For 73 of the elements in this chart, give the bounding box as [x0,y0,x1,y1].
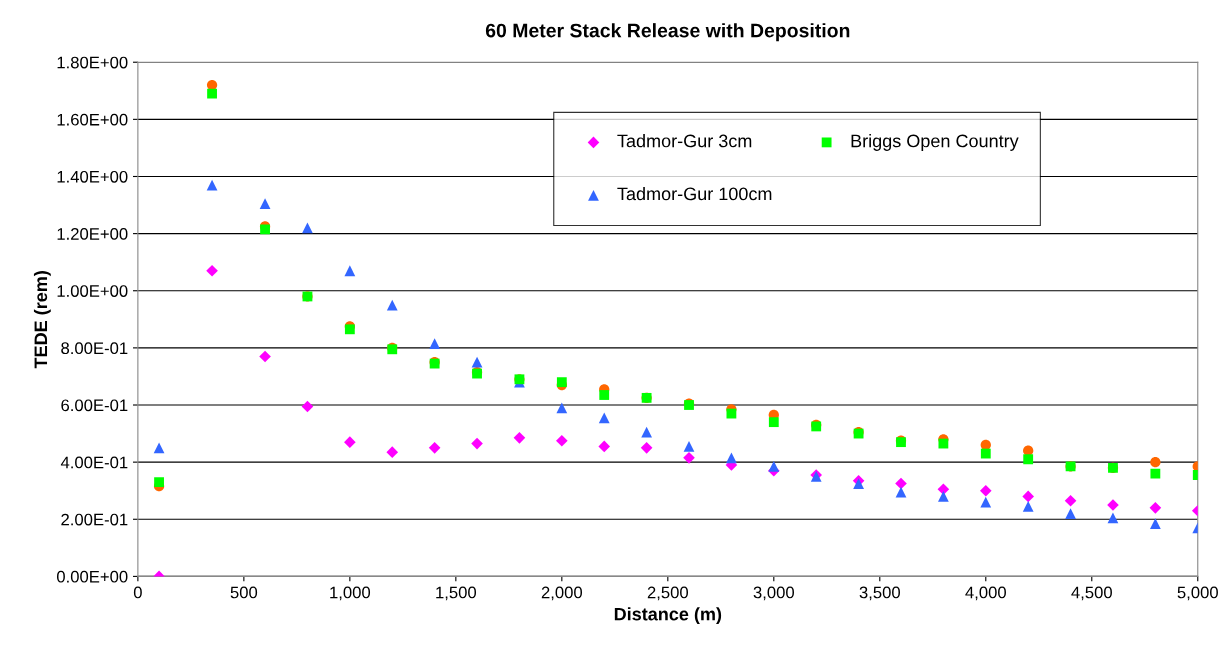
point [207,88,217,99]
x-tick-label: 1,000 [330,586,371,601]
legend-label: Tadmor-Gur 100cm [617,187,772,201]
point [1150,468,1161,479]
point [895,477,907,490]
point [206,264,218,277]
point [768,417,779,428]
point [344,265,356,277]
x-axis-title: Distance (m) [614,607,722,625]
point [938,491,949,502]
point [428,442,441,454]
point [1149,518,1161,529]
point [726,452,737,464]
point [302,222,313,234]
point [386,446,399,458]
y-axis-title: TEDE (rem) [33,271,51,369]
x-tick-label: 3,000 [753,586,795,601]
point [386,299,398,311]
point [1022,501,1034,512]
point [1065,508,1076,519]
point [154,477,164,488]
point [1064,494,1077,507]
point [259,198,271,209]
x-tick-label: 5,000 [1177,586,1218,601]
point [1150,456,1161,468]
x-tick-label: 4,000 [965,586,1006,601]
y-tick-label: 1.80E+00 [57,56,128,69]
y-tick-label: 2.00E-01 [61,513,128,526]
point [1022,490,1034,503]
point [598,440,611,453]
point [471,356,483,368]
point [683,441,695,452]
chart-title: 60 Meter Stack Release with Deposition [485,23,850,42]
point [556,402,568,414]
point [895,486,907,498]
point [599,390,610,400]
x-tick-label: 500 [230,586,258,599]
y-tick-label: 1.00E+00 [57,285,128,297]
x-tick-label: 2,500 [647,586,689,601]
point [429,338,441,349]
y-tick-label: 0.00E+00 [56,570,128,583]
legend-label: Tadmor-Gur 3cm [617,134,752,148]
point [301,400,314,413]
point [598,412,610,424]
x-tick-label: 1,500 [436,586,477,601]
point [640,442,653,454]
point [980,448,991,459]
point [641,426,652,438]
point [513,432,526,444]
point [471,437,483,450]
y-tick-label: 8.00E-01 [61,342,128,355]
point [556,434,568,447]
y-tick-label: 1.40E+00 [57,170,128,183]
point [979,484,992,497]
point [1107,512,1119,524]
y-tick-label: 1.60E+00 [57,113,128,126]
point [938,438,949,449]
x-tick-label: 3,500 [859,586,900,601]
point [853,478,864,489]
x-tick-label: 0 [133,586,142,599]
point [153,442,165,454]
point [344,436,356,448]
point [259,350,271,363]
y-tick-label: 1.20E+00 [57,228,128,240]
point [1023,454,1034,465]
legend-label: Briggs Open Country [851,134,1019,151]
point [980,496,992,508]
y-tick-label: 4.00E-01 [60,456,128,469]
y-tick-label: 6.00E-01 [61,399,128,412]
point [768,461,780,472]
point [1149,502,1162,514]
x-tick-label: 4,500 [1071,586,1112,601]
x-tick-label: 2,000 [541,586,583,601]
